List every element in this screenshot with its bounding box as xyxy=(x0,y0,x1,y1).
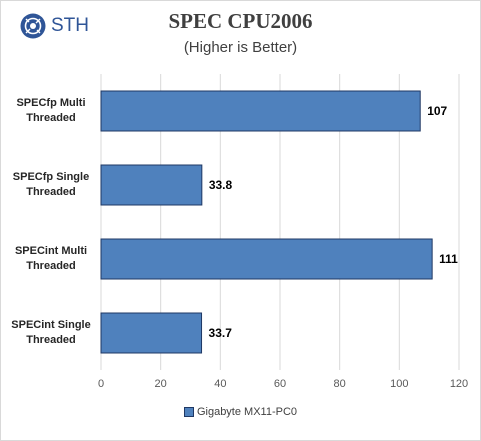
x-tick-label: 100 xyxy=(390,378,408,390)
logo: STH xyxy=(20,13,89,39)
category-label: SPECfp Multi Threaded xyxy=(8,96,94,126)
x-tick-label: 0 xyxy=(98,378,104,390)
bar xyxy=(100,164,203,206)
x-tick-label: 80 xyxy=(334,378,346,390)
data-label: 107 xyxy=(427,104,447,118)
category-label-line: Threaded xyxy=(26,112,76,124)
legend-label: Gigabyte MX11-PC0 xyxy=(196,406,298,418)
category-label: SPECfp Single Threaded xyxy=(8,170,94,200)
data-label: 33.7 xyxy=(209,326,233,340)
category-label-line: SPECfp Single xyxy=(12,171,90,183)
x-tick-label: 40 xyxy=(214,378,226,390)
category-label-line: Threaded xyxy=(26,260,76,272)
x-tick-label: 60 xyxy=(274,378,286,390)
logo-text: STH xyxy=(51,15,89,36)
category-label-line: Threaded xyxy=(26,334,76,346)
sth-gear-logo-icon xyxy=(20,13,46,39)
category-label-line: SPECint Single xyxy=(11,319,91,331)
x-tick-label: 120 xyxy=(450,378,468,390)
bar xyxy=(100,238,433,280)
legend: Gigabyte MX11-PC0 xyxy=(0,406,481,418)
category-label-line: SPECfp Multi xyxy=(16,97,86,109)
chart-subtitle: (Higher is Better) xyxy=(183,39,298,56)
data-label: 33.8 xyxy=(209,178,233,192)
x-tick-label: 20 xyxy=(155,378,167,390)
category-label: SPECint Multi Threaded xyxy=(8,244,94,274)
chart-title: SPEC CPU2006 xyxy=(168,9,313,33)
category-label-line: Threaded xyxy=(26,186,76,198)
bar xyxy=(100,312,203,354)
category-label-line: SPECint Multi xyxy=(14,245,88,257)
category-label: SPECint Single Threaded xyxy=(8,318,94,348)
legend-swatch xyxy=(183,407,194,417)
bar xyxy=(100,90,421,132)
data-label: 111 xyxy=(439,252,458,266)
